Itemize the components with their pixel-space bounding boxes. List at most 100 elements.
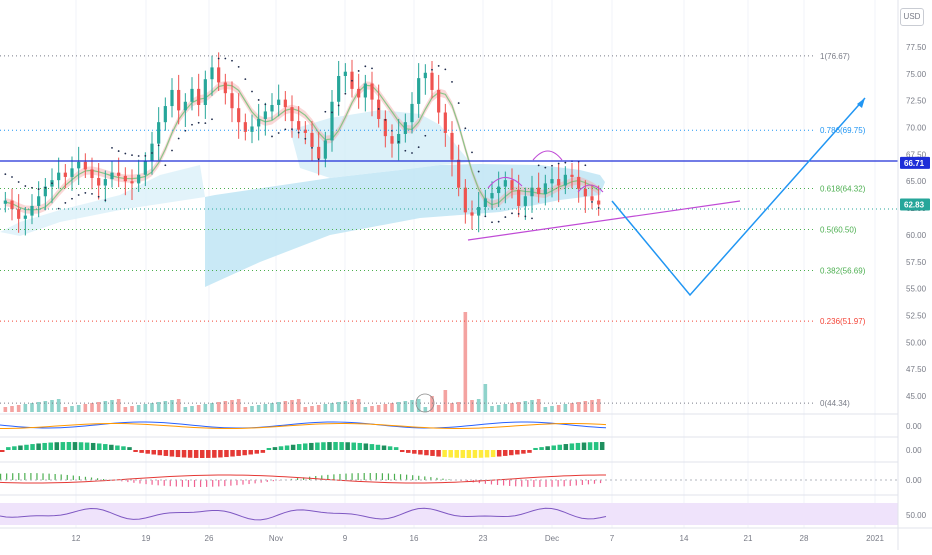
candle-body <box>257 119 260 127</box>
volume-bar <box>484 384 488 412</box>
momentum-bar <box>109 445 114 450</box>
candle-body <box>157 122 160 143</box>
volume-bar <box>130 406 134 412</box>
volume-bar <box>297 399 301 412</box>
candle-body <box>337 76 340 102</box>
candle-body <box>70 168 73 177</box>
candle-body <box>217 67 220 82</box>
candle-body <box>124 176 127 181</box>
macd-bar <box>424 476 425 480</box>
price-tick-label: 75.00 <box>906 70 927 79</box>
time-tick-label: 23 <box>479 534 488 543</box>
momentum-bar <box>261 450 266 453</box>
sar-dot <box>64 202 66 204</box>
momentum-bar <box>133 450 138 452</box>
volume-bar <box>150 403 154 412</box>
momentum-bar <box>12 446 16 450</box>
momentum-bar <box>533 448 538 450</box>
momentum-bar <box>103 444 108 450</box>
momentum-bar <box>36 443 41 450</box>
candle-body <box>437 90 440 113</box>
candle-body <box>390 136 393 144</box>
volume-bar <box>117 399 121 412</box>
sar-dot <box>144 155 146 157</box>
macd-bar <box>400 474 401 480</box>
macd-bar <box>351 473 352 480</box>
macd-bar <box>582 480 583 485</box>
volume-bar <box>324 404 328 412</box>
candle-body <box>524 196 527 206</box>
volume-bar <box>177 399 181 412</box>
momentum-bar <box>170 450 175 457</box>
indicator-tick-label: 0.00 <box>906 476 922 485</box>
macd-bar <box>127 480 128 482</box>
candle-body <box>424 73 427 78</box>
macd-bar <box>230 480 231 486</box>
macd-bar <box>194 480 195 487</box>
sar-dot <box>411 152 413 154</box>
sar-dot <box>311 147 313 149</box>
price-tick-label: 52.50 <box>906 311 927 320</box>
macd-bar <box>333 474 334 480</box>
momentum-bar <box>0 450 5 452</box>
volume-bar <box>330 403 334 412</box>
candle-body <box>584 189 587 197</box>
sar-dot <box>404 150 406 152</box>
macd-bar <box>212 480 213 487</box>
sar-dot <box>204 122 206 124</box>
macd-bar <box>133 480 134 483</box>
volume-bar <box>424 407 428 412</box>
momentum-bar <box>418 450 423 455</box>
momentum-bar <box>455 450 460 458</box>
price-tick-label: 60.00 <box>906 231 927 240</box>
volume-bar <box>464 312 468 412</box>
time-tick-label: Nov <box>269 534 283 543</box>
momentum-bar <box>230 450 235 457</box>
macd-bar <box>382 473 383 480</box>
sar-dot <box>158 144 160 146</box>
candle-body <box>577 177 580 189</box>
sar-dot <box>198 122 200 124</box>
candle-body <box>137 175 140 184</box>
macd-bar <box>61 474 62 480</box>
volume-bar <box>384 404 388 412</box>
sar-dot <box>478 171 480 173</box>
candle-body <box>210 67 213 79</box>
momentum-bar <box>6 447 10 450</box>
macd-bar <box>273 480 274 481</box>
candle-body <box>197 89 200 105</box>
macd-bar <box>42 473 43 480</box>
macd-bar <box>188 480 189 487</box>
momentum-bar <box>545 446 550 450</box>
candle-body <box>10 201 13 210</box>
sar-dot <box>11 176 13 178</box>
volume-bar <box>397 402 401 412</box>
candle-body <box>597 201 600 205</box>
sar-dot <box>491 221 493 223</box>
sar-dot <box>418 146 420 148</box>
currency-label[interactable]: USD <box>900 8 924 26</box>
momentum-bar <box>467 450 472 458</box>
candle-body <box>224 82 227 93</box>
time-tick-label: 7 <box>610 534 615 543</box>
momentum-bar <box>509 450 514 455</box>
momentum-bar <box>267 448 272 450</box>
volume-bar <box>237 399 241 412</box>
sar-dot <box>438 65 440 67</box>
volume-bar <box>577 402 581 412</box>
candle-body <box>17 209 20 219</box>
macd-bar <box>358 473 359 480</box>
volume-bar <box>477 399 481 412</box>
macd-bar <box>345 474 346 480</box>
momentum-bar <box>194 450 199 458</box>
candle-body <box>404 122 407 134</box>
momentum-bar <box>321 442 326 450</box>
candle-body <box>550 179 553 183</box>
sar-dot <box>271 136 273 138</box>
sar-dot <box>91 193 93 195</box>
macd-bar <box>406 475 407 480</box>
candle-body <box>517 190 520 206</box>
macd-bar <box>48 474 49 480</box>
